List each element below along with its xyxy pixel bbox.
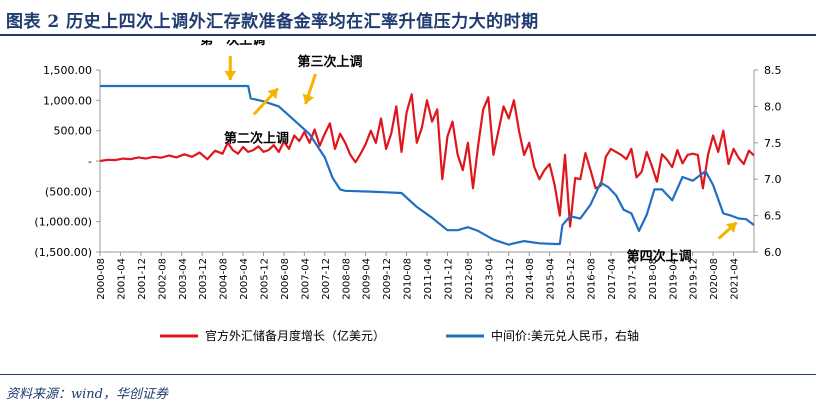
x-tick-label: 2021-04	[730, 258, 741, 300]
annotation-arrow-head	[224, 71, 237, 81]
x-tick-label: 2018-08	[648, 258, 659, 300]
x-tick-label: 2003-12	[198, 258, 209, 300]
y-right-tick-label: 7.0	[764, 173, 782, 186]
legend-label-fx: 中间价:美元兑人民币，右轴	[491, 328, 639, 343]
annotation-label: 第一次上调	[200, 40, 265, 48]
y-right-tick-label: 8.0	[764, 100, 782, 113]
title-bar: 图表 2 历史上四次上调外汇存款准备金率均在汇率升值压力大的时期	[0, 0, 816, 36]
annotation-label: 第二次上调	[224, 130, 289, 146]
x-tick-label: 2020-08	[709, 258, 720, 300]
footer-divider	[0, 374, 816, 375]
x-tick-label: 2005-04	[239, 258, 250, 300]
chart-svg: 1,500.00 1,000.00 500.00 - (500.00) (1,000.00…	[34, 32, 782, 343]
annotation-label: 第三次上调	[297, 54, 362, 70]
x-tick-label: 2017-04	[607, 258, 618, 300]
y-left-tick-label: 1,000.00	[43, 94, 92, 107]
y-left-tick-label: (1,500.00)	[34, 246, 92, 259]
x-tick-label: 2010-08	[403, 258, 414, 300]
x-tick-label: 2015-12	[566, 258, 577, 300]
title-divider	[0, 34, 816, 36]
chart-area: 1,500.00 1,000.00 500.00 - (500.00) (1,000.00…	[0, 32, 816, 370]
y-right-tick-label: 6.5	[764, 210, 782, 223]
y-left-tick-label: (500.00)	[45, 185, 92, 198]
x-tick-label: 2013-04	[484, 258, 495, 300]
x-tick-label: 2015-04	[546, 258, 557, 300]
annotation-arrow-head	[302, 93, 315, 105]
y-left-tick-label: 1,500.00	[43, 64, 92, 77]
x-tick-label: 2002-08	[157, 258, 168, 300]
x-tick-label: 2003-04	[178, 258, 189, 300]
x-tick-label: 2009-04	[362, 258, 373, 300]
y-right-tick-label: 7.5	[764, 137, 782, 150]
usd-cny-rate-line	[100, 84, 755, 246]
x-tick-label: 2004-08	[219, 258, 230, 300]
annotation-arrow-head	[725, 222, 737, 233]
annotation-label: 第四次上调	[627, 249, 692, 265]
x-tick-label: 2007-12	[321, 258, 332, 300]
y-left-tick-label: 500.00	[54, 125, 93, 138]
y-right-tick-label: 8.5	[764, 64, 782, 77]
x-tick-label: 2011-04	[423, 258, 434, 300]
page-title: 图表 2 历史上四次上调外汇存款准备金率均在汇率升值压力大的时期	[6, 12, 539, 32]
y-left-tick-label: (1,000.00)	[34, 216, 92, 229]
x-tick-label: 2011-12	[443, 258, 454, 300]
x-tick-label: 2012-08	[464, 258, 475, 300]
annotation-arrow-head	[267, 88, 278, 100]
x-tick-label: 2008-08	[341, 258, 352, 300]
y-left-tick-label: -	[88, 155, 92, 168]
x-tick-label: 2019-12	[689, 258, 700, 300]
x-tick-label: 2005-12	[260, 258, 271, 300]
x-tick-label: 2017-12	[627, 258, 638, 300]
x-tick-label: 2006-08	[280, 258, 291, 300]
x-tick-label: 2007-04	[300, 258, 311, 300]
source-note: 资料来源：wind，华创证券	[6, 387, 168, 402]
x-tick-label: 2014-08	[525, 258, 536, 300]
legend-label-reserves: 官方外汇储备月度增长（亿美元）	[205, 328, 385, 343]
x-tick-label: 2019-04	[668, 258, 679, 300]
reserves-growth-line	[99, 93, 755, 228]
x-tick-label: 2013-12	[505, 258, 516, 300]
x-tick-label: 2000-08	[96, 258, 107, 300]
x-tick-label: 2009-12	[382, 258, 393, 300]
x-tick-label: 2001-12	[137, 258, 148, 300]
x-tick-label: 2001-04	[116, 258, 127, 300]
x-tick-label: 2016-08	[587, 258, 598, 300]
y-right-tick-label: 6.0	[764, 246, 782, 259]
